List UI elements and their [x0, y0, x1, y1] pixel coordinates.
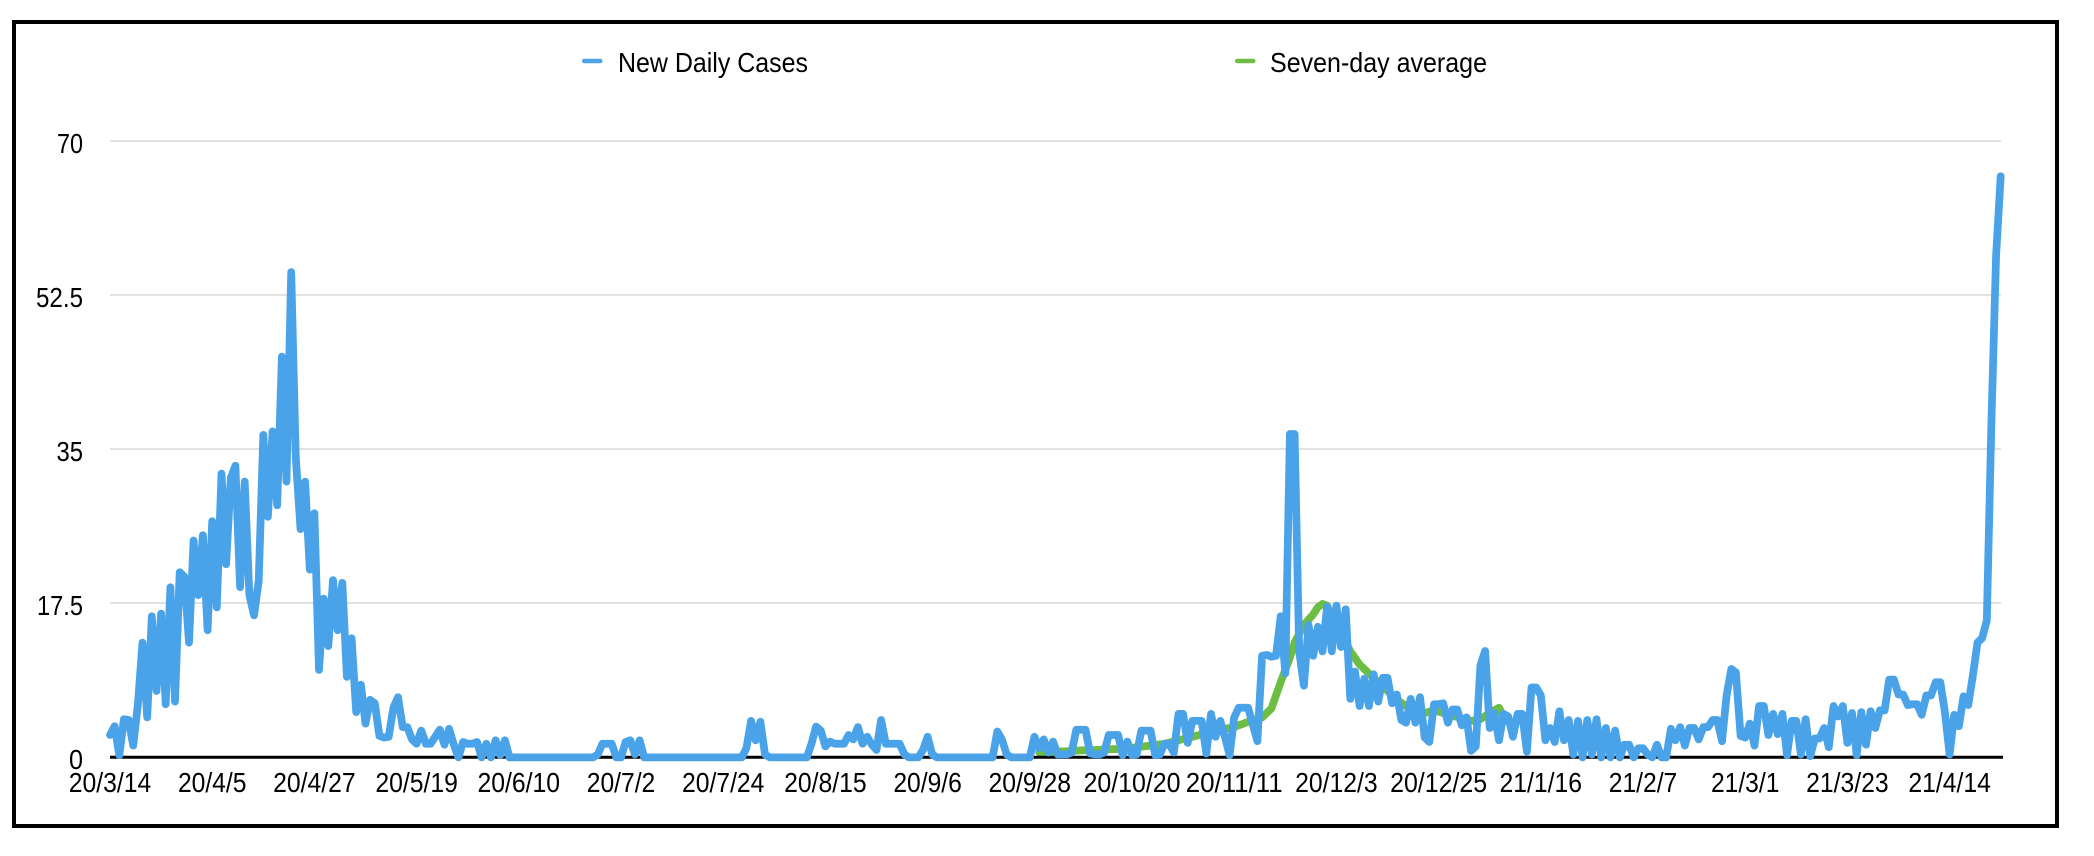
svg-text:20/6/10: 20/6/10 — [478, 767, 561, 798]
svg-text:20/10/20: 20/10/20 — [1084, 767, 1181, 798]
svg-text:21/4/14: 21/4/14 — [1908, 767, 1991, 798]
svg-text:20/4/27: 20/4/27 — [273, 767, 356, 798]
svg-text:20/3/14: 20/3/14 — [69, 767, 152, 798]
svg-text:20/5/19: 20/5/19 — [375, 767, 458, 798]
svg-text:21/2/7: 21/2/7 — [1609, 767, 1678, 798]
svg-text:21/3/23: 21/3/23 — [1806, 767, 1889, 798]
svg-text:20/4/5: 20/4/5 — [178, 767, 247, 798]
svg-text:New Daily Cases: New Daily Cases — [618, 47, 808, 78]
svg-text:20/9/6: 20/9/6 — [893, 767, 962, 798]
svg-text:21/3/1: 21/3/1 — [1711, 767, 1780, 798]
svg-text:20/8/15: 20/8/15 — [784, 767, 867, 798]
svg-text:52.5: 52.5 — [36, 282, 83, 313]
svg-text:35: 35 — [57, 436, 84, 467]
svg-text:Seven-day average: Seven-day average — [1270, 47, 1487, 78]
svg-text:17.5: 17.5 — [37, 590, 83, 621]
svg-text:0: 0 — [69, 744, 83, 775]
svg-text:21/1/16: 21/1/16 — [1500, 767, 1583, 798]
svg-text:20/7/2: 20/7/2 — [587, 767, 656, 798]
svg-text:20/12/3: 20/12/3 — [1295, 767, 1378, 798]
svg-text:20/12/25: 20/12/25 — [1390, 767, 1487, 798]
svg-text:20/11/11: 20/11/11 — [1186, 767, 1283, 798]
svg-text:70: 70 — [57, 128, 83, 159]
svg-text:20/9/28: 20/9/28 — [989, 767, 1072, 798]
svg-text:20/7/24: 20/7/24 — [682, 767, 765, 798]
